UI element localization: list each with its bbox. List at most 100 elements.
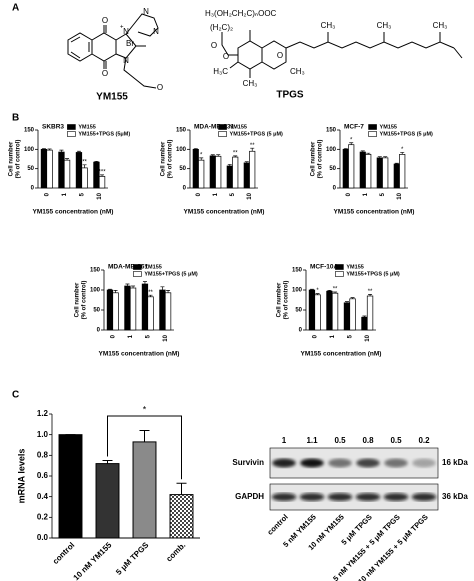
- atom: CH₃: [377, 21, 392, 30]
- error-bar: [327, 290, 332, 292]
- y-tick-label: 150: [24, 128, 35, 134]
- significance-bracket: [107, 415, 182, 480]
- legend-label: YM155: [346, 264, 363, 270]
- x-tick-label: 5: [145, 334, 151, 338]
- bar: [169, 494, 194, 539]
- y-axis-label: Cell number: [75, 282, 81, 317]
- x-tick-label: 10: [247, 192, 253, 199]
- error-bar: [82, 164, 87, 168]
- x-tick-label: 10: [365, 334, 371, 341]
- bar: [209, 155, 216, 189]
- x-tick-label: 1: [363, 192, 369, 196]
- bar: [308, 289, 316, 331]
- y-axis-label: Cell number: [9, 141, 15, 176]
- bar: [232, 156, 239, 189]
- error-bar: [360, 150, 365, 153]
- y-tick-label: 0: [183, 186, 187, 192]
- x-axis-label: YM155 concentration (nM): [33, 209, 114, 216]
- ym155-structure: [67, 13, 159, 89]
- size-label: 16 kDa: [442, 458, 468, 467]
- compound-name: YM155: [96, 92, 128, 103]
- y-tick-label: 50: [93, 308, 100, 314]
- error-bar: [148, 294, 153, 297]
- y-tick-label: 0.4: [37, 492, 49, 501]
- bar: [40, 148, 48, 189]
- bar: [159, 289, 166, 331]
- bar: [141, 283, 149, 331]
- error-bar: [366, 152, 371, 155]
- error-bar: [160, 286, 165, 290]
- y-tick-label: 100: [176, 147, 187, 153]
- y-tick-label: 50: [295, 308, 302, 314]
- ratio-label: 1: [282, 436, 287, 445]
- y-tick-label: 0.2: [37, 512, 49, 521]
- survivin-band: [272, 458, 296, 468]
- blot-frame: [269, 447, 439, 479]
- legend-swatch: [133, 264, 142, 270]
- y-tick-label: 0.8: [37, 450, 49, 459]
- lane-label: control: [265, 512, 289, 536]
- legend-swatch: [368, 124, 377, 130]
- compound-name: TPGS: [276, 90, 304, 101]
- x-tick-label: 0: [44, 192, 50, 196]
- bar: [63, 159, 71, 189]
- chart-title: MDA-MB-361: [108, 264, 148, 271]
- error-bar: [315, 293, 320, 295]
- bar: [393, 163, 400, 189]
- significance-label: **: [333, 287, 338, 293]
- atom: CH₃: [321, 21, 336, 30]
- x-tick-label: 5: [380, 192, 386, 196]
- y-tick-label: 100: [292, 288, 303, 294]
- error-bar: [107, 288, 112, 290]
- significance-label: *: [200, 152, 203, 158]
- y-tick-label: 50: [27, 166, 34, 172]
- legend-label: YM155+TPGS (5μM): [78, 131, 130, 137]
- y-axis-label: (% of control): [284, 281, 290, 320]
- atom: (H₂C)₂: [210, 23, 233, 32]
- bar: [314, 294, 321, 331]
- error-bar: [102, 460, 113, 464]
- survivin-band: [300, 458, 324, 468]
- legend-label: YM155+TPGS (5 μM): [230, 131, 284, 137]
- band-label: GAPDH: [235, 492, 264, 501]
- y-tick-label: 0.6: [37, 471, 49, 480]
- error-bar: [383, 156, 388, 158]
- gapdh-band: [355, 493, 381, 501]
- error-bar: [113, 290, 118, 293]
- x-tick-label: 5: [230, 192, 236, 196]
- bar: [95, 463, 120, 539]
- bar: [129, 287, 137, 331]
- ratio-label: 0.2: [418, 436, 430, 445]
- atom: N: [153, 27, 159, 36]
- y-axis-label: Cell number: [277, 282, 283, 317]
- bar: [58, 151, 65, 189]
- x-tick-label: 0: [196, 192, 202, 196]
- bar: [164, 292, 172, 331]
- error-bar: [227, 164, 232, 166]
- atom: CH₃: [433, 21, 448, 30]
- ratio-label: 1.1: [306, 436, 318, 445]
- bar: [75, 152, 83, 189]
- legend-label: YM155: [230, 124, 247, 130]
- significance-label: *: [316, 288, 319, 294]
- significance-label: **: [82, 159, 87, 165]
- significance-label: ***: [99, 169, 107, 175]
- bar: [124, 285, 131, 331]
- y-tick-label: 100: [90, 288, 101, 294]
- gapdh-band: [383, 493, 409, 501]
- error-bar: [210, 154, 215, 156]
- bar: [192, 148, 199, 189]
- legend-swatch: [218, 124, 227, 130]
- atom: N: [143, 7, 149, 16]
- y-axis-label: Cell number: [161, 141, 167, 176]
- error-bar: [41, 148, 46, 150]
- bar: [58, 434, 83, 539]
- bar: [348, 144, 355, 189]
- y-tick-label: 50: [329, 166, 336, 172]
- error-bar: [125, 283, 130, 286]
- x-tick-label: 10: [163, 334, 169, 341]
- error-bar: [344, 301, 349, 303]
- x-tick-label: 0: [346, 192, 352, 196]
- error-bar: [59, 149, 64, 153]
- significance-label: **: [233, 150, 238, 156]
